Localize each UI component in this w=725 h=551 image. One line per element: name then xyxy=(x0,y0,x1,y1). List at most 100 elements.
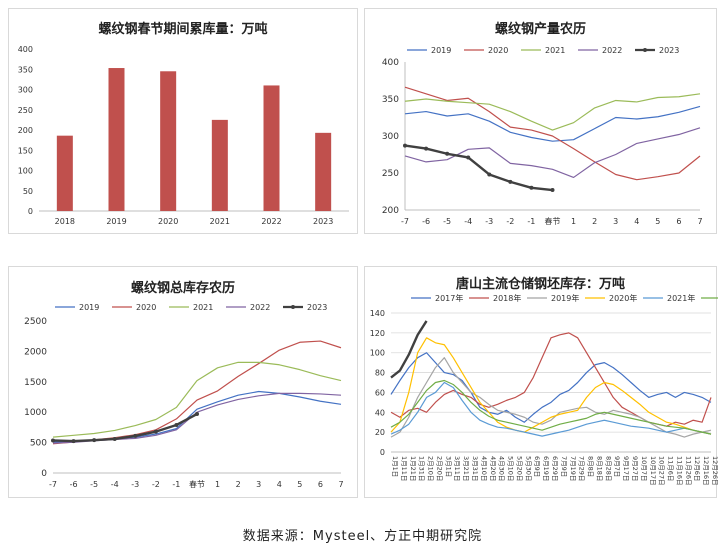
chart-title: 螺纹钢春节期间累库量：万吨 xyxy=(98,22,268,37)
x-tick-label: 4 xyxy=(634,217,639,226)
y-tick-label: 1500 xyxy=(24,378,47,388)
x-tick-label: 3 xyxy=(256,480,261,489)
y-tick-label: 20 xyxy=(375,428,385,437)
x-tick-label: 12月16日 xyxy=(702,456,710,486)
y-tick-label: 140 xyxy=(370,309,385,318)
series-line xyxy=(390,379,712,435)
x-tick-label: 3月31日 xyxy=(471,456,479,481)
series-line xyxy=(390,357,712,438)
x-tick-label: 9月27日 xyxy=(631,456,639,481)
y-tick-label: 400 xyxy=(382,58,399,68)
bar xyxy=(315,132,332,211)
y-tick-label: 350 xyxy=(18,65,33,74)
x-tick-label: 4月30日 xyxy=(498,456,506,481)
x-tick-label: 春节 xyxy=(189,479,205,489)
data-point xyxy=(51,438,55,443)
legend-label: 2018年 xyxy=(493,293,521,303)
x-tick-label: -7 xyxy=(49,480,57,489)
line-chart: 0 20 40 60 80 100 120 140 1月1日 1月11日 1月21日 1月31日 2月1… xyxy=(370,293,718,486)
data-point xyxy=(153,429,158,434)
legend-label: 2023 xyxy=(659,46,679,55)
series-line xyxy=(404,127,701,179)
y-tick-label: 300 xyxy=(18,86,33,95)
bar xyxy=(263,85,280,211)
data-point xyxy=(508,179,513,184)
y-tick-label: 300 xyxy=(382,132,399,142)
x-tick-label: 6 xyxy=(318,480,323,489)
data-point xyxy=(550,188,555,193)
data-source-footer: 数据来源：Mysteel、方正中期研究院 xyxy=(242,529,483,544)
x-tick-label: -4 xyxy=(111,480,119,489)
x-tick-label: 6 xyxy=(676,217,681,226)
x-tick-label: -2 xyxy=(506,217,514,226)
x-tick-label: 2月20日 xyxy=(435,456,443,481)
legend-label: 2022 xyxy=(602,46,622,55)
y-tick-label: 0 xyxy=(28,207,33,216)
line-chart: 200 250 300 350 400 -7 -6 -5 -4 -3 -2 -1 春节 1 2 3 4 5 6 7 20… xyxy=(382,46,703,226)
chart-panel-tangshan-billet-inventory: 唐山主流仓储钢坯库存：万吨 0 20 40 60 80 100 120 140 1月1日 1月11… xyxy=(364,266,718,498)
data-point xyxy=(195,412,199,417)
y-tick-label: 50 xyxy=(23,187,33,196)
legend-label: 2019 xyxy=(431,46,451,55)
x-tick-label: 2023 xyxy=(313,217,333,226)
x-tick-label: 2 xyxy=(592,217,597,226)
x-tick-label: -1 xyxy=(527,217,535,226)
x-tick-label: -3 xyxy=(485,217,493,226)
legend-label: 2021 xyxy=(545,46,565,55)
x-tick-label: 10月7日 xyxy=(640,456,648,481)
data-point xyxy=(466,155,471,160)
x-tick-label: 4月20日 xyxy=(489,456,497,481)
series-line xyxy=(404,86,701,181)
x-tick-label: -6 xyxy=(422,217,430,226)
y-tick-label: 200 xyxy=(382,206,399,216)
legend-label: 2021年 xyxy=(667,293,695,303)
x-tick-label: -1 xyxy=(172,480,180,489)
series-line xyxy=(52,340,342,445)
x-tick-label: 3月1日 xyxy=(444,456,452,477)
data-point xyxy=(174,422,179,427)
y-tick-label: 1000 xyxy=(24,408,47,418)
chart-panel-spring-festival-accumulation: 螺纹钢春节期间累库量：万吨 0 50 100 150 200 250 300 350 400 20… xyxy=(8,8,358,234)
x-tick-label: 6月19日 xyxy=(542,456,550,481)
data-point xyxy=(133,433,138,438)
x-tick-label: 12月6日 xyxy=(693,456,701,481)
x-tick-label: 3月21日 xyxy=(462,456,470,481)
y-tick-label: 0 xyxy=(380,448,385,457)
y-tick-label: 2000 xyxy=(24,347,47,357)
x-tick-label: -7 xyxy=(401,217,409,226)
data-point xyxy=(424,146,429,151)
x-tick-label: 9月7日 xyxy=(613,456,621,477)
bar xyxy=(160,71,177,212)
x-tick-label: 4月10日 xyxy=(480,456,488,481)
data-point xyxy=(92,438,97,443)
x-tick-label: -2 xyxy=(152,480,160,489)
legend-marker xyxy=(643,48,647,52)
bar xyxy=(56,135,73,211)
x-tick-label: 8月18日 xyxy=(595,456,603,481)
x-tick-label: -3 xyxy=(131,480,139,489)
x-tick-label: 2021 xyxy=(210,217,230,226)
x-tick-label: 12月26日 xyxy=(711,456,718,486)
y-tick-label: 250 xyxy=(18,106,33,115)
x-tick-label: 6月9日 xyxy=(533,456,541,477)
series-line xyxy=(390,352,712,423)
x-tick-label: 1月21日 xyxy=(409,456,417,481)
x-tick-label: 5月10日 xyxy=(507,456,515,481)
x-tick-label: 2018 xyxy=(55,217,75,226)
x-tick-label: -5 xyxy=(90,480,98,489)
x-tick-label: 4 xyxy=(277,480,282,489)
x-tick-label: 8月8日 xyxy=(587,456,595,477)
legend-label: 2020年 xyxy=(609,293,637,303)
x-tick-label: 11月6日 xyxy=(667,456,675,481)
legend-label: 2020 xyxy=(136,303,156,312)
x-tick-label: 5 xyxy=(655,217,660,226)
chart-panel-rebar-total-inventory: 螺纹钢总库存农历 0 500 1000 1500 2000 2500 -7 -6 -5 -4 -3 -… xyxy=(8,266,358,498)
series-line xyxy=(404,144,553,192)
x-tick-label: 1月1日 xyxy=(391,456,399,477)
line-chart: 0 500 1000 1500 2000 2500 -7 -6 -5 -4 -3 -2 -1 春节 1 2 3 4… xyxy=(24,303,343,489)
x-tick-label: 2 xyxy=(236,480,241,489)
data-point xyxy=(71,439,76,444)
chart-title: 螺纹钢总库存农历 xyxy=(130,281,235,296)
x-tick-label: 7月19日 xyxy=(569,456,577,481)
x-tick-label: 7月9日 xyxy=(560,456,568,477)
